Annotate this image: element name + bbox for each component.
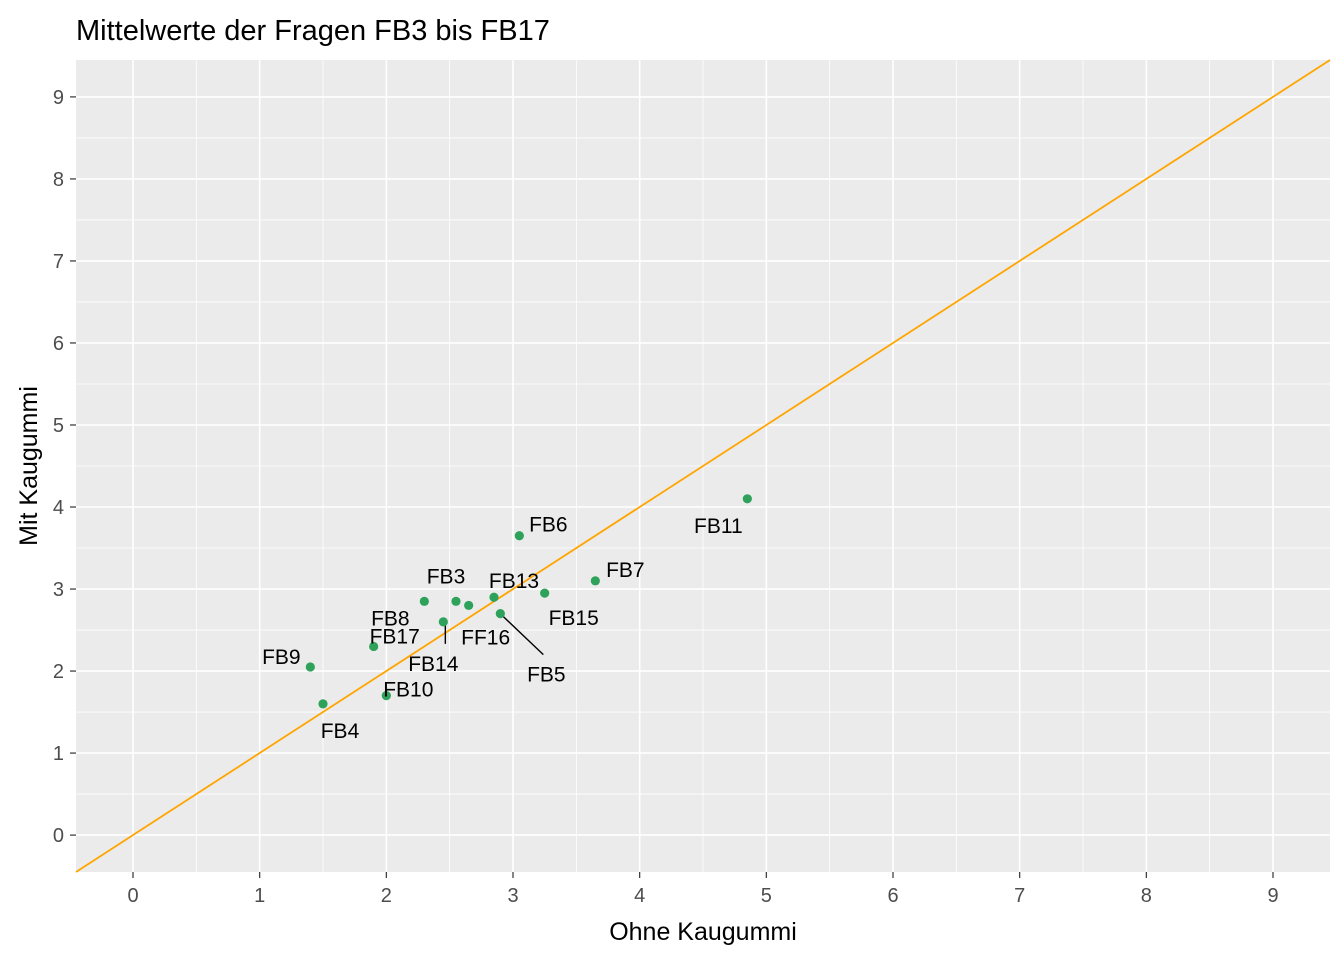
data-point-label: FB13	[489, 570, 539, 593]
data-point	[464, 600, 474, 611]
x-tick-label: 2	[381, 885, 392, 907]
data-point-labels: FB3 FB4 FB5 FB6 FB7 FB8 FB9 FB10 FB11 FB13 FB14 FB1…	[262, 514, 743, 743]
data-point-label: FB3	[427, 565, 466, 588]
data-point-label: FB8	[371, 607, 410, 630]
data-point-label: FB11	[694, 515, 743, 538]
x-axis-title: Ohne Kaugummi	[609, 918, 797, 946]
y-tick-label: 9	[53, 87, 64, 109]
data-point	[590, 576, 600, 586]
data-point-label: FB4	[321, 720, 360, 743]
x-tick-label: 8	[1141, 885, 1152, 907]
y-axis: 0 1 2 3 4 5 6 7 8 9	[53, 87, 76, 847]
data-point-label: FB7	[606, 559, 645, 582]
y-axis-title: Mit Kaugummi	[15, 386, 43, 546]
y-tick-label: 1	[53, 743, 64, 765]
data-point-label: FB17	[370, 625, 420, 648]
y-tick-label: 0	[53, 825, 64, 847]
data-points	[305, 494, 752, 709]
data-point-label: FB14	[408, 653, 459, 676]
data-point-label: FB5	[527, 664, 566, 687]
y-tick-label: 5	[53, 415, 64, 437]
data-point	[438, 617, 448, 627]
y-tick-label: 3	[53, 579, 64, 601]
data-point	[305, 662, 315, 672]
data-point	[419, 596, 429, 606]
data-point	[318, 699, 328, 709]
x-tick-label: 5	[761, 885, 772, 907]
data-point-label: FB9	[262, 646, 301, 669]
chart-title: Mittelwerte der Fragen FB3 bis FB17	[76, 15, 550, 47]
data-point	[495, 609, 505, 619]
data-point	[540, 588, 550, 598]
data-point	[742, 494, 752, 504]
data-point	[514, 531, 524, 541]
x-tick-label: 7	[1014, 885, 1025, 907]
data-point	[369, 641, 379, 652]
data-point-label: FB10	[383, 679, 433, 702]
x-tick-label: 0	[127, 885, 138, 907]
leader-line	[501, 615, 544, 656]
reference-line-group	[75, 59, 1331, 873]
data-point	[451, 596, 461, 606]
x-axis: 0 1 2 3 4 5 6 7 8 9	[127, 872, 1279, 907]
y-tick-label: 6	[53, 333, 64, 355]
data-point-label: FB6	[529, 514, 568, 537]
reference-line	[75, 59, 1331, 873]
x-tick-label: 3	[507, 885, 518, 907]
data-point	[381, 691, 391, 701]
x-tick-label: 6	[887, 885, 898, 907]
y-tick-label: 4	[53, 497, 64, 519]
y-tick-label: 2	[53, 661, 64, 683]
major-gridlines	[76, 60, 1330, 872]
x-tick-label: 4	[634, 885, 645, 907]
data-point-label: FB15	[549, 607, 599, 630]
x-tick-label: 9	[1267, 885, 1278, 907]
x-tick-label: 1	[254, 885, 265, 907]
data-point	[489, 592, 499, 602]
y-tick-label: 7	[53, 251, 64, 273]
data-point-label: FF16	[461, 626, 510, 649]
y-tick-label: 8	[53, 169, 64, 191]
label-leader-lines	[444, 615, 544, 656]
